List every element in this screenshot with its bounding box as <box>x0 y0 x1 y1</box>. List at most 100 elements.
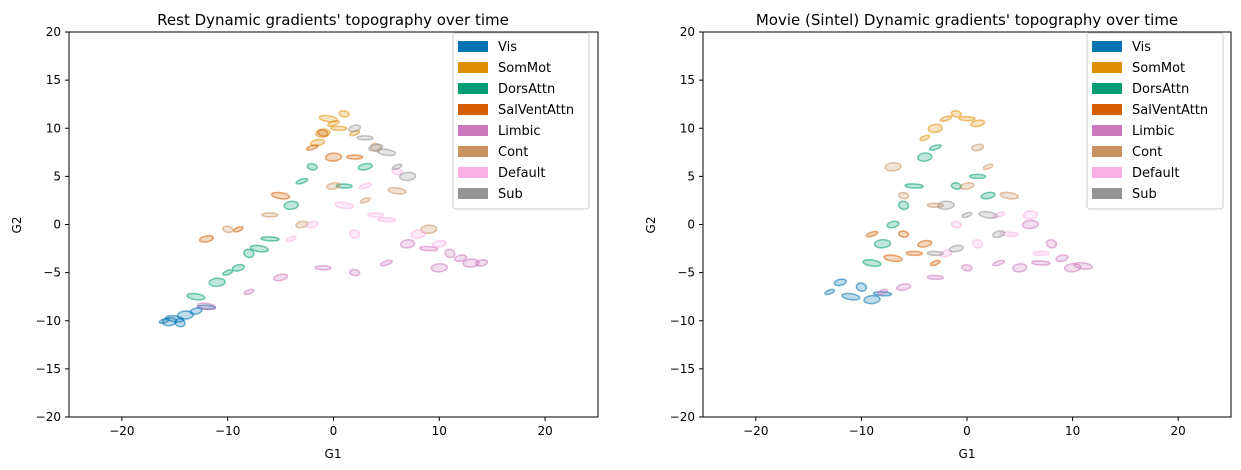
y-tick-label: 15 <box>680 73 695 87</box>
scatter-point <box>272 273 289 282</box>
x-tick-label: 0 <box>330 424 338 438</box>
x-tick-group: −20 −10 0 10 20 <box>743 417 1186 438</box>
scatter-point <box>444 248 456 259</box>
legend-swatch <box>1092 125 1122 136</box>
scatter-point <box>971 238 984 249</box>
y-tick-label: 10 <box>46 121 61 135</box>
scatter-point <box>174 317 186 328</box>
legend-box <box>1086 32 1224 210</box>
scatter-point <box>474 259 489 267</box>
x-axis-label: G1 <box>325 447 342 461</box>
scatter-point <box>928 144 942 151</box>
scatter-point <box>283 200 299 211</box>
scatter-layer <box>824 109 1093 305</box>
scatter-point <box>841 292 861 301</box>
x-tick-label: −20 <box>109 424 134 438</box>
x-tick-label: −20 <box>743 424 768 438</box>
scatter-point <box>950 182 963 190</box>
scatter-point <box>189 307 203 316</box>
scatter-point <box>980 191 996 200</box>
scatter-point <box>359 197 371 204</box>
scatter-point <box>999 191 1019 200</box>
scatter-point <box>926 250 945 257</box>
scatter-point <box>904 183 924 189</box>
legend-swatch <box>1092 104 1122 115</box>
scatter-point <box>961 211 973 219</box>
y-tick-label: 20 <box>46 25 61 39</box>
scatter-point <box>334 201 354 210</box>
scatter-point <box>961 263 973 272</box>
y-tick-label: 0 <box>687 218 695 232</box>
legend-swatch <box>1092 83 1122 94</box>
scatter-point <box>926 274 945 281</box>
legend-label: Limbic <box>1132 124 1175 139</box>
scatter-point <box>937 200 955 211</box>
scatter-point <box>897 230 910 238</box>
scatter-point <box>367 212 385 218</box>
y-tick-label: −10 <box>670 314 695 328</box>
scatter-point <box>982 163 994 171</box>
legend-label: Default <box>498 166 546 181</box>
scatter-point <box>357 162 373 171</box>
legend-swatch <box>458 104 488 115</box>
scatter-point <box>855 282 868 292</box>
scatter-point <box>356 135 374 141</box>
x-tick-label: −10 <box>849 424 874 438</box>
y-axis-label: G2 <box>10 217 24 234</box>
scatter-point <box>969 119 986 128</box>
legend: Vis SomMot DorsAttn SalVentAttn Limbic Cont De… <box>1086 32 1224 210</box>
scatter-point <box>1073 261 1093 270</box>
scatter-point <box>232 226 244 233</box>
scatter-point <box>208 277 226 288</box>
scatter-point <box>305 220 319 229</box>
legend-swatch <box>1092 167 1122 178</box>
scatter-point <box>873 239 892 249</box>
scatter-point <box>317 129 329 137</box>
scatter-point <box>338 109 350 118</box>
scatter-point <box>948 244 965 253</box>
scatter-point <box>295 177 309 185</box>
scatter-point <box>863 294 881 305</box>
y-tick-label: 5 <box>53 169 61 183</box>
scatter-point <box>260 236 280 242</box>
scatter-point <box>387 186 407 195</box>
scatter-point <box>198 234 215 243</box>
scatter-point <box>418 245 439 252</box>
chart-panel-movie: Movie (Sintel) Dynamic gradients' topogr… <box>644 11 1232 461</box>
y-tick-group: 20 15 10 5 0 −5 −10 −15 −20 <box>36 25 69 424</box>
scatter-point <box>330 125 348 132</box>
scatter-point <box>883 254 903 263</box>
scatter-point <box>992 230 1006 239</box>
scatter-point <box>895 283 912 292</box>
y-tick-label: −10 <box>36 314 61 328</box>
scatter-point <box>877 288 888 296</box>
scatter-point <box>398 171 417 182</box>
y-tick-label: −15 <box>36 362 61 376</box>
scatter-point <box>927 123 944 134</box>
scatter-point <box>958 115 976 122</box>
scatter-point <box>959 182 975 190</box>
scatter-point <box>897 200 910 211</box>
legend-swatch <box>458 125 488 136</box>
x-tick-group: −20 −10 0 10 20 <box>109 417 553 438</box>
scatter-point <box>325 182 342 190</box>
scatter-point <box>992 211 1006 219</box>
chart-title: Rest Dynamic gradients' topography over … <box>157 11 509 29</box>
y-tick-label: 5 <box>687 169 695 183</box>
legend-label: SalVentAttn <box>498 103 574 118</box>
scatter-point <box>243 288 255 296</box>
legend-swatch <box>458 146 488 157</box>
scatter-point <box>970 143 985 152</box>
scatter-point <box>196 302 217 311</box>
scatter-point <box>261 212 279 218</box>
legend-label: Vis <box>1132 40 1151 55</box>
scatter-point <box>431 239 447 248</box>
y-tick-label: 10 <box>680 121 695 135</box>
scatter-point <box>379 259 393 267</box>
legend-swatch <box>458 41 488 52</box>
legend-label: SomMot <box>1132 61 1185 76</box>
scatter-point <box>358 182 372 190</box>
scatter-point <box>1031 260 1051 266</box>
scatter-point <box>391 163 403 171</box>
x-tick-label: −10 <box>215 424 240 438</box>
